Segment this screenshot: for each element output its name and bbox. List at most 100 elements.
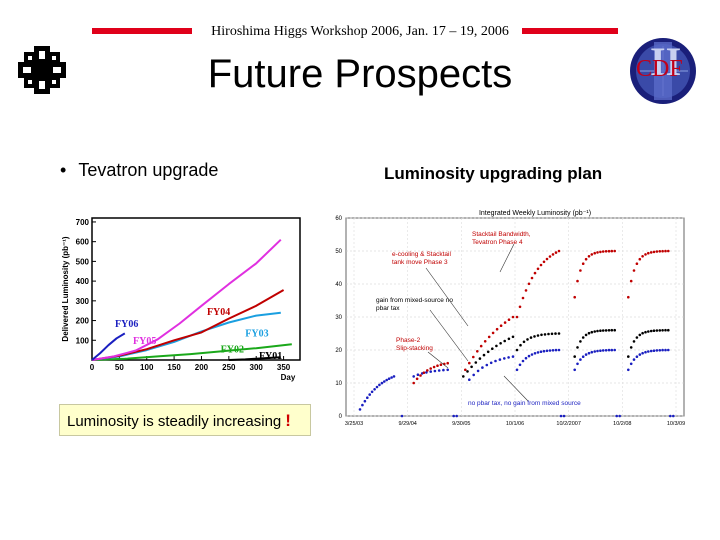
x-tick-label: 150 bbox=[167, 363, 181, 372]
annotation-5: no pbar tax, no gain from mixed source bbox=[468, 400, 581, 407]
cdf-logo: II CDF bbox=[628, 36, 698, 106]
note-text: Luminosity is steadily increasing bbox=[67, 413, 282, 430]
data-point bbox=[530, 353, 534, 356]
data-point bbox=[545, 349, 549, 353]
annotation-2: e-cooling & Stacktail bbox=[392, 251, 451, 258]
data-point bbox=[672, 414, 675, 418]
data-point bbox=[439, 363, 443, 366]
data-point bbox=[542, 349, 546, 353]
y-tick-label: 20 bbox=[335, 348, 342, 354]
data-point bbox=[601, 329, 605, 332]
data-point bbox=[524, 356, 528, 360]
data-point bbox=[596, 251, 599, 254]
data-point bbox=[655, 329, 659, 332]
data-point bbox=[515, 368, 519, 372]
data-point bbox=[483, 340, 487, 343]
data-point bbox=[476, 369, 480, 373]
data-point bbox=[655, 349, 659, 352]
data-point bbox=[581, 355, 585, 358]
data-point bbox=[613, 348, 616, 352]
data-point bbox=[503, 339, 506, 343]
data-point bbox=[511, 355, 515, 358]
series-blue bbox=[358, 348, 675, 418]
y-axis-label: Delivered Luminosity (pb⁻¹) bbox=[61, 236, 70, 341]
data-point bbox=[590, 330, 594, 334]
data-point bbox=[530, 276, 534, 280]
data-point bbox=[599, 329, 602, 332]
y-tick-label: 500 bbox=[76, 257, 90, 266]
data-point bbox=[548, 255, 552, 258]
data-point bbox=[573, 295, 576, 299]
data-point bbox=[437, 369, 441, 372]
data-point bbox=[667, 348, 670, 352]
data-point bbox=[635, 262, 639, 265]
data-point bbox=[554, 332, 557, 335]
cdf-logo-text: CDF bbox=[636, 56, 683, 82]
x-tick-label: 9/30/05 bbox=[452, 421, 470, 427]
x-tick-label: 250 bbox=[222, 363, 236, 372]
y-tick-label: 50 bbox=[335, 249, 342, 255]
data-point bbox=[470, 365, 473, 369]
data-point bbox=[596, 329, 599, 333]
annotation-1: Stacktail Bandwidth, bbox=[472, 231, 531, 238]
data-point bbox=[610, 328, 614, 332]
data-point bbox=[422, 371, 426, 374]
luminosity-note: Luminosity is steadily increasing! bbox=[59, 404, 311, 436]
data-point bbox=[495, 344, 498, 348]
plot-frame bbox=[91, 217, 301, 361]
data-point bbox=[518, 363, 522, 367]
data-point bbox=[551, 253, 555, 256]
x-tick-label: 350 bbox=[277, 363, 291, 372]
x-tick-label: 100 bbox=[140, 363, 154, 372]
data-point bbox=[590, 253, 594, 256]
data-point bbox=[641, 255, 644, 258]
data-point bbox=[383, 380, 386, 383]
data-point bbox=[584, 333, 588, 337]
data-point bbox=[635, 355, 639, 358]
data-point bbox=[548, 349, 552, 352]
series-line-fy01 bbox=[228, 356, 281, 361]
data-point bbox=[366, 396, 369, 399]
data-point bbox=[587, 351, 591, 355]
data-point bbox=[540, 333, 543, 337]
data-point bbox=[495, 327, 499, 331]
chart-title: Integrated Weekly Luminosity (pb⁻¹) bbox=[479, 210, 591, 217]
data-point bbox=[536, 334, 540, 337]
data-point bbox=[485, 363, 489, 367]
data-point bbox=[584, 257, 588, 261]
data-point bbox=[375, 385, 379, 389]
bullet-text: Tevatron upgrade bbox=[78, 160, 219, 180]
data-point bbox=[557, 249, 561, 253]
data-point bbox=[641, 331, 644, 335]
data-point bbox=[503, 321, 507, 324]
data-point bbox=[373, 388, 376, 391]
data-point bbox=[638, 353, 642, 356]
data-point bbox=[579, 358, 582, 361]
fermilab-logo bbox=[18, 46, 66, 94]
data-point bbox=[511, 335, 515, 339]
series-label-fy03: FY03 bbox=[245, 329, 268, 340]
data-point bbox=[425, 371, 428, 374]
data-point bbox=[392, 375, 396, 378]
data-point bbox=[521, 359, 525, 363]
data-point bbox=[515, 315, 519, 319]
data-point bbox=[522, 340, 526, 344]
data-point bbox=[562, 414, 566, 418]
data-point bbox=[652, 329, 656, 332]
data-point bbox=[593, 251, 596, 255]
data-point bbox=[644, 253, 647, 256]
cdf-logo-letter: II bbox=[650, 39, 682, 84]
data-point bbox=[468, 361, 471, 365]
data-point bbox=[627, 295, 630, 299]
data-point bbox=[426, 369, 429, 372]
data-point bbox=[550, 332, 554, 336]
data-point bbox=[446, 361, 449, 365]
data-point bbox=[368, 393, 371, 396]
data-point bbox=[527, 282, 531, 286]
data-point bbox=[649, 251, 653, 254]
y-tick-label: 60 bbox=[335, 216, 342, 222]
bullet-tevatron-upgrade: • Tevatron upgrade bbox=[60, 160, 218, 181]
data-point bbox=[491, 331, 495, 335]
page-title: Future Prospects bbox=[207, 52, 513, 96]
annotation-4: Slip-stacking bbox=[396, 345, 433, 352]
